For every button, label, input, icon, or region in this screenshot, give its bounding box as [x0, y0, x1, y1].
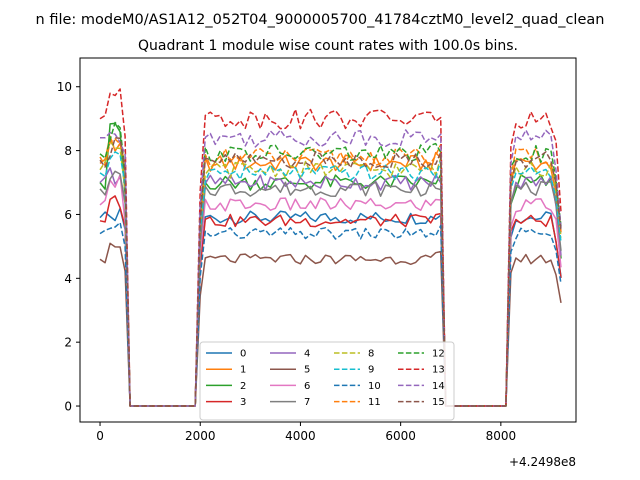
- x-tick-label: 2000: [185, 429, 216, 443]
- legend-label-7: 7: [304, 397, 310, 408]
- legend-label-2: 2: [240, 381, 246, 392]
- y-tick-label: 8: [64, 144, 72, 158]
- chart-title: Quadrant 1 module wise count rates with …: [138, 38, 518, 54]
- x-tick-label: 4000: [285, 429, 316, 443]
- legend-label-0: 0: [240, 349, 246, 360]
- legend-label-1: 1: [240, 365, 246, 376]
- x-tick-label: 6000: [385, 429, 416, 443]
- figure-suptitle: n file: modeM0/AS1A12_052T04_9000005700_…: [36, 12, 605, 28]
- legend-label-11: 11: [368, 397, 381, 408]
- legend-label-8: 8: [368, 349, 374, 360]
- y-tick-label: 2: [64, 336, 72, 350]
- legend-label-15: 15: [432, 397, 445, 408]
- legend-label-12: 12: [432, 349, 445, 360]
- y-axis: 0 2 4 6 8 10: [57, 80, 80, 414]
- x-axis: 0 2000 4000 6000 8000: [96, 422, 516, 443]
- legend-label-6: 6: [304, 381, 310, 392]
- y-tick-label: 6: [64, 208, 72, 222]
- series-layer: [99, 88, 562, 407]
- x-axis-offset-label: +4.2498e8: [509, 455, 576, 469]
- legend-label-9: 9: [368, 365, 374, 376]
- legend-label-14: 14: [432, 381, 445, 392]
- series-line-15: [99, 137, 562, 407]
- y-tick-label: 10: [57, 80, 72, 94]
- legend-box: [199, 341, 455, 421]
- y-tick-label: 4: [64, 272, 72, 286]
- legend-label-13: 13: [432, 365, 445, 376]
- legend-label-5: 5: [304, 365, 310, 376]
- legend-label-3: 3: [240, 397, 246, 408]
- legend-label-10: 10: [368, 381, 381, 392]
- x-tick-label: 8000: [486, 429, 517, 443]
- y-tick-label: 0: [64, 400, 72, 414]
- plot-frame: [79, 57, 577, 423]
- legend-label-4: 4: [304, 349, 310, 360]
- x-tick-label: 0: [96, 429, 104, 443]
